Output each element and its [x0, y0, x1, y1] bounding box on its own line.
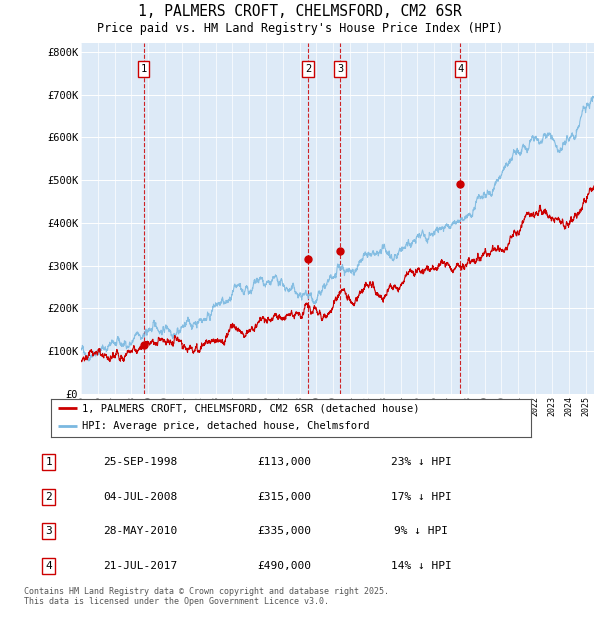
Text: Contains HM Land Registry data © Crown copyright and database right 2025.
This d: Contains HM Land Registry data © Crown c… [24, 587, 389, 606]
Text: 1: 1 [46, 457, 52, 467]
Text: 28-MAY-2010: 28-MAY-2010 [103, 526, 177, 536]
Text: 1, PALMERS CROFT, CHELMSFORD, CM2 6SR: 1, PALMERS CROFT, CHELMSFORD, CM2 6SR [138, 4, 462, 19]
Text: 04-JUL-2008: 04-JUL-2008 [103, 492, 177, 502]
Text: £113,000: £113,000 [257, 457, 311, 467]
Text: 2: 2 [46, 492, 52, 502]
Text: £490,000: £490,000 [257, 561, 311, 571]
Text: 1: 1 [140, 64, 147, 74]
Text: 4: 4 [457, 64, 463, 74]
Text: 3: 3 [337, 64, 343, 74]
Text: Price paid vs. HM Land Registry's House Price Index (HPI): Price paid vs. HM Land Registry's House … [97, 22, 503, 35]
Text: 4: 4 [46, 561, 52, 571]
Text: 9% ↓ HPI: 9% ↓ HPI [394, 526, 448, 536]
Text: 2: 2 [305, 64, 311, 74]
Text: £315,000: £315,000 [257, 492, 311, 502]
Text: 1, PALMERS CROFT, CHELMSFORD, CM2 6SR (detached house): 1, PALMERS CROFT, CHELMSFORD, CM2 6SR (d… [82, 403, 420, 414]
Text: £335,000: £335,000 [257, 526, 311, 536]
Text: 14% ↓ HPI: 14% ↓ HPI [391, 561, 452, 571]
Text: 3: 3 [46, 526, 52, 536]
Text: 21-JUL-2017: 21-JUL-2017 [103, 561, 177, 571]
Text: 23% ↓ HPI: 23% ↓ HPI [391, 457, 452, 467]
Text: 25-SEP-1998: 25-SEP-1998 [103, 457, 177, 467]
Text: 17% ↓ HPI: 17% ↓ HPI [391, 492, 452, 502]
Text: HPI: Average price, detached house, Chelmsford: HPI: Average price, detached house, Chel… [82, 422, 370, 432]
